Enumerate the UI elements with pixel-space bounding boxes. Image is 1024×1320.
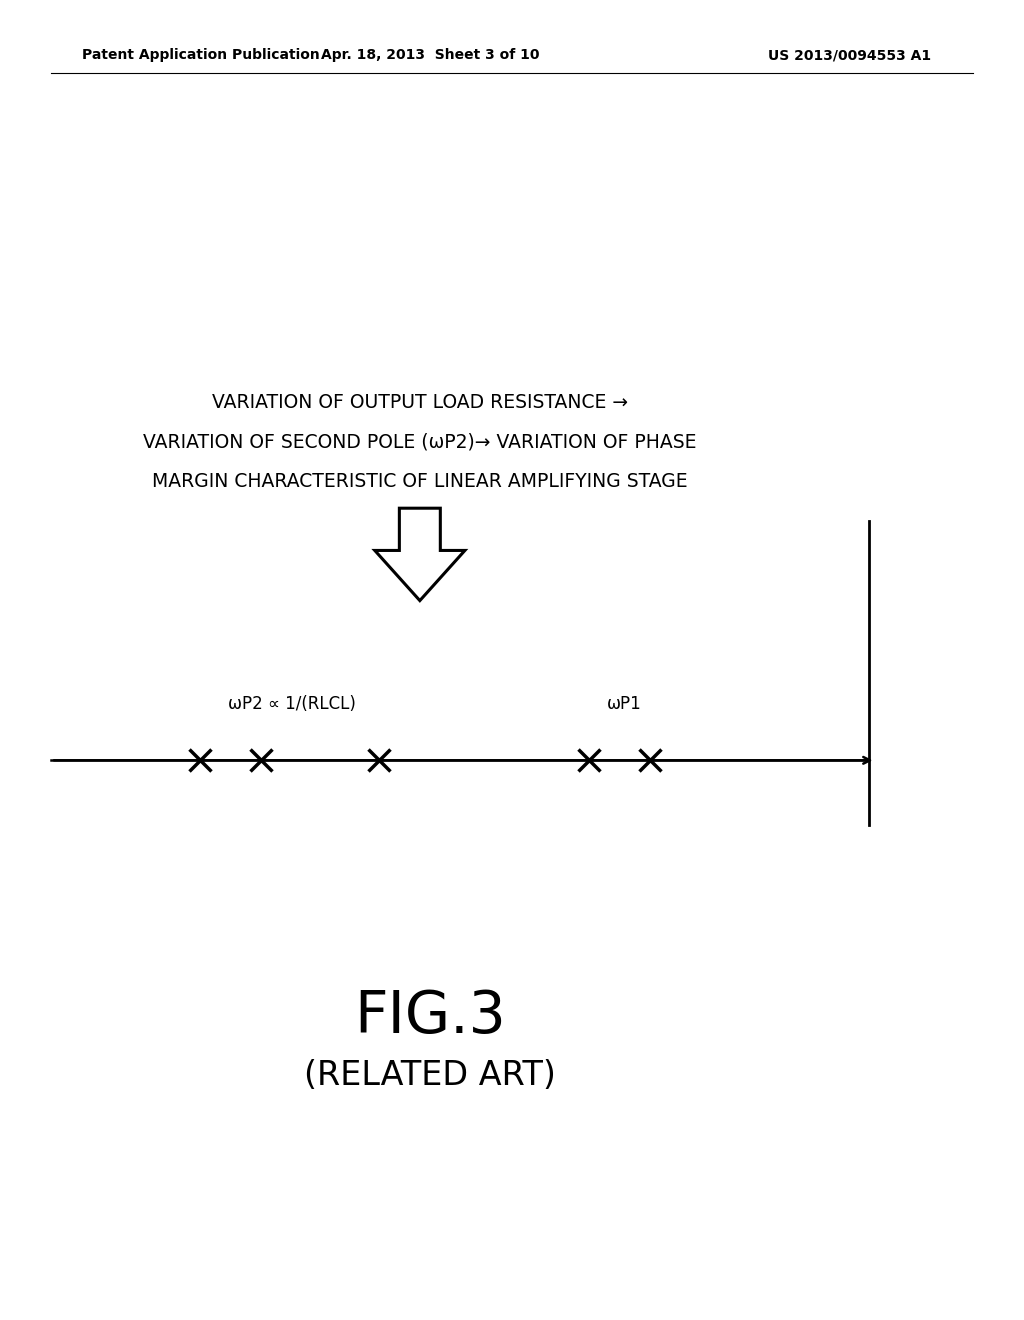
Text: Apr. 18, 2013  Sheet 3 of 10: Apr. 18, 2013 Sheet 3 of 10 — [321, 49, 540, 62]
Text: Patent Application Publication: Patent Application Publication — [82, 49, 319, 62]
Text: ωP2 ∝ 1/(RLCL): ωP2 ∝ 1/(RLCL) — [228, 694, 355, 713]
Text: MARGIN CHARACTERISTIC OF LINEAR AMPLIFYING STAGE: MARGIN CHARACTERISTIC OF LINEAR AMPLIFYI… — [152, 473, 688, 491]
Polygon shape — [375, 508, 465, 601]
Text: FIG.3: FIG.3 — [354, 987, 506, 1045]
Text: US 2013/0094553 A1: US 2013/0094553 A1 — [768, 49, 932, 62]
Text: (RELATED ART): (RELATED ART) — [304, 1059, 556, 1093]
Text: VARIATION OF SECOND POLE (ωP2)→ VARIATION OF PHASE: VARIATION OF SECOND POLE (ωP2)→ VARIATIO… — [143, 433, 696, 451]
Text: VARIATION OF OUTPUT LOAD RESISTANCE →: VARIATION OF OUTPUT LOAD RESISTANCE → — [212, 393, 628, 412]
Text: ωP1: ωP1 — [607, 694, 642, 713]
